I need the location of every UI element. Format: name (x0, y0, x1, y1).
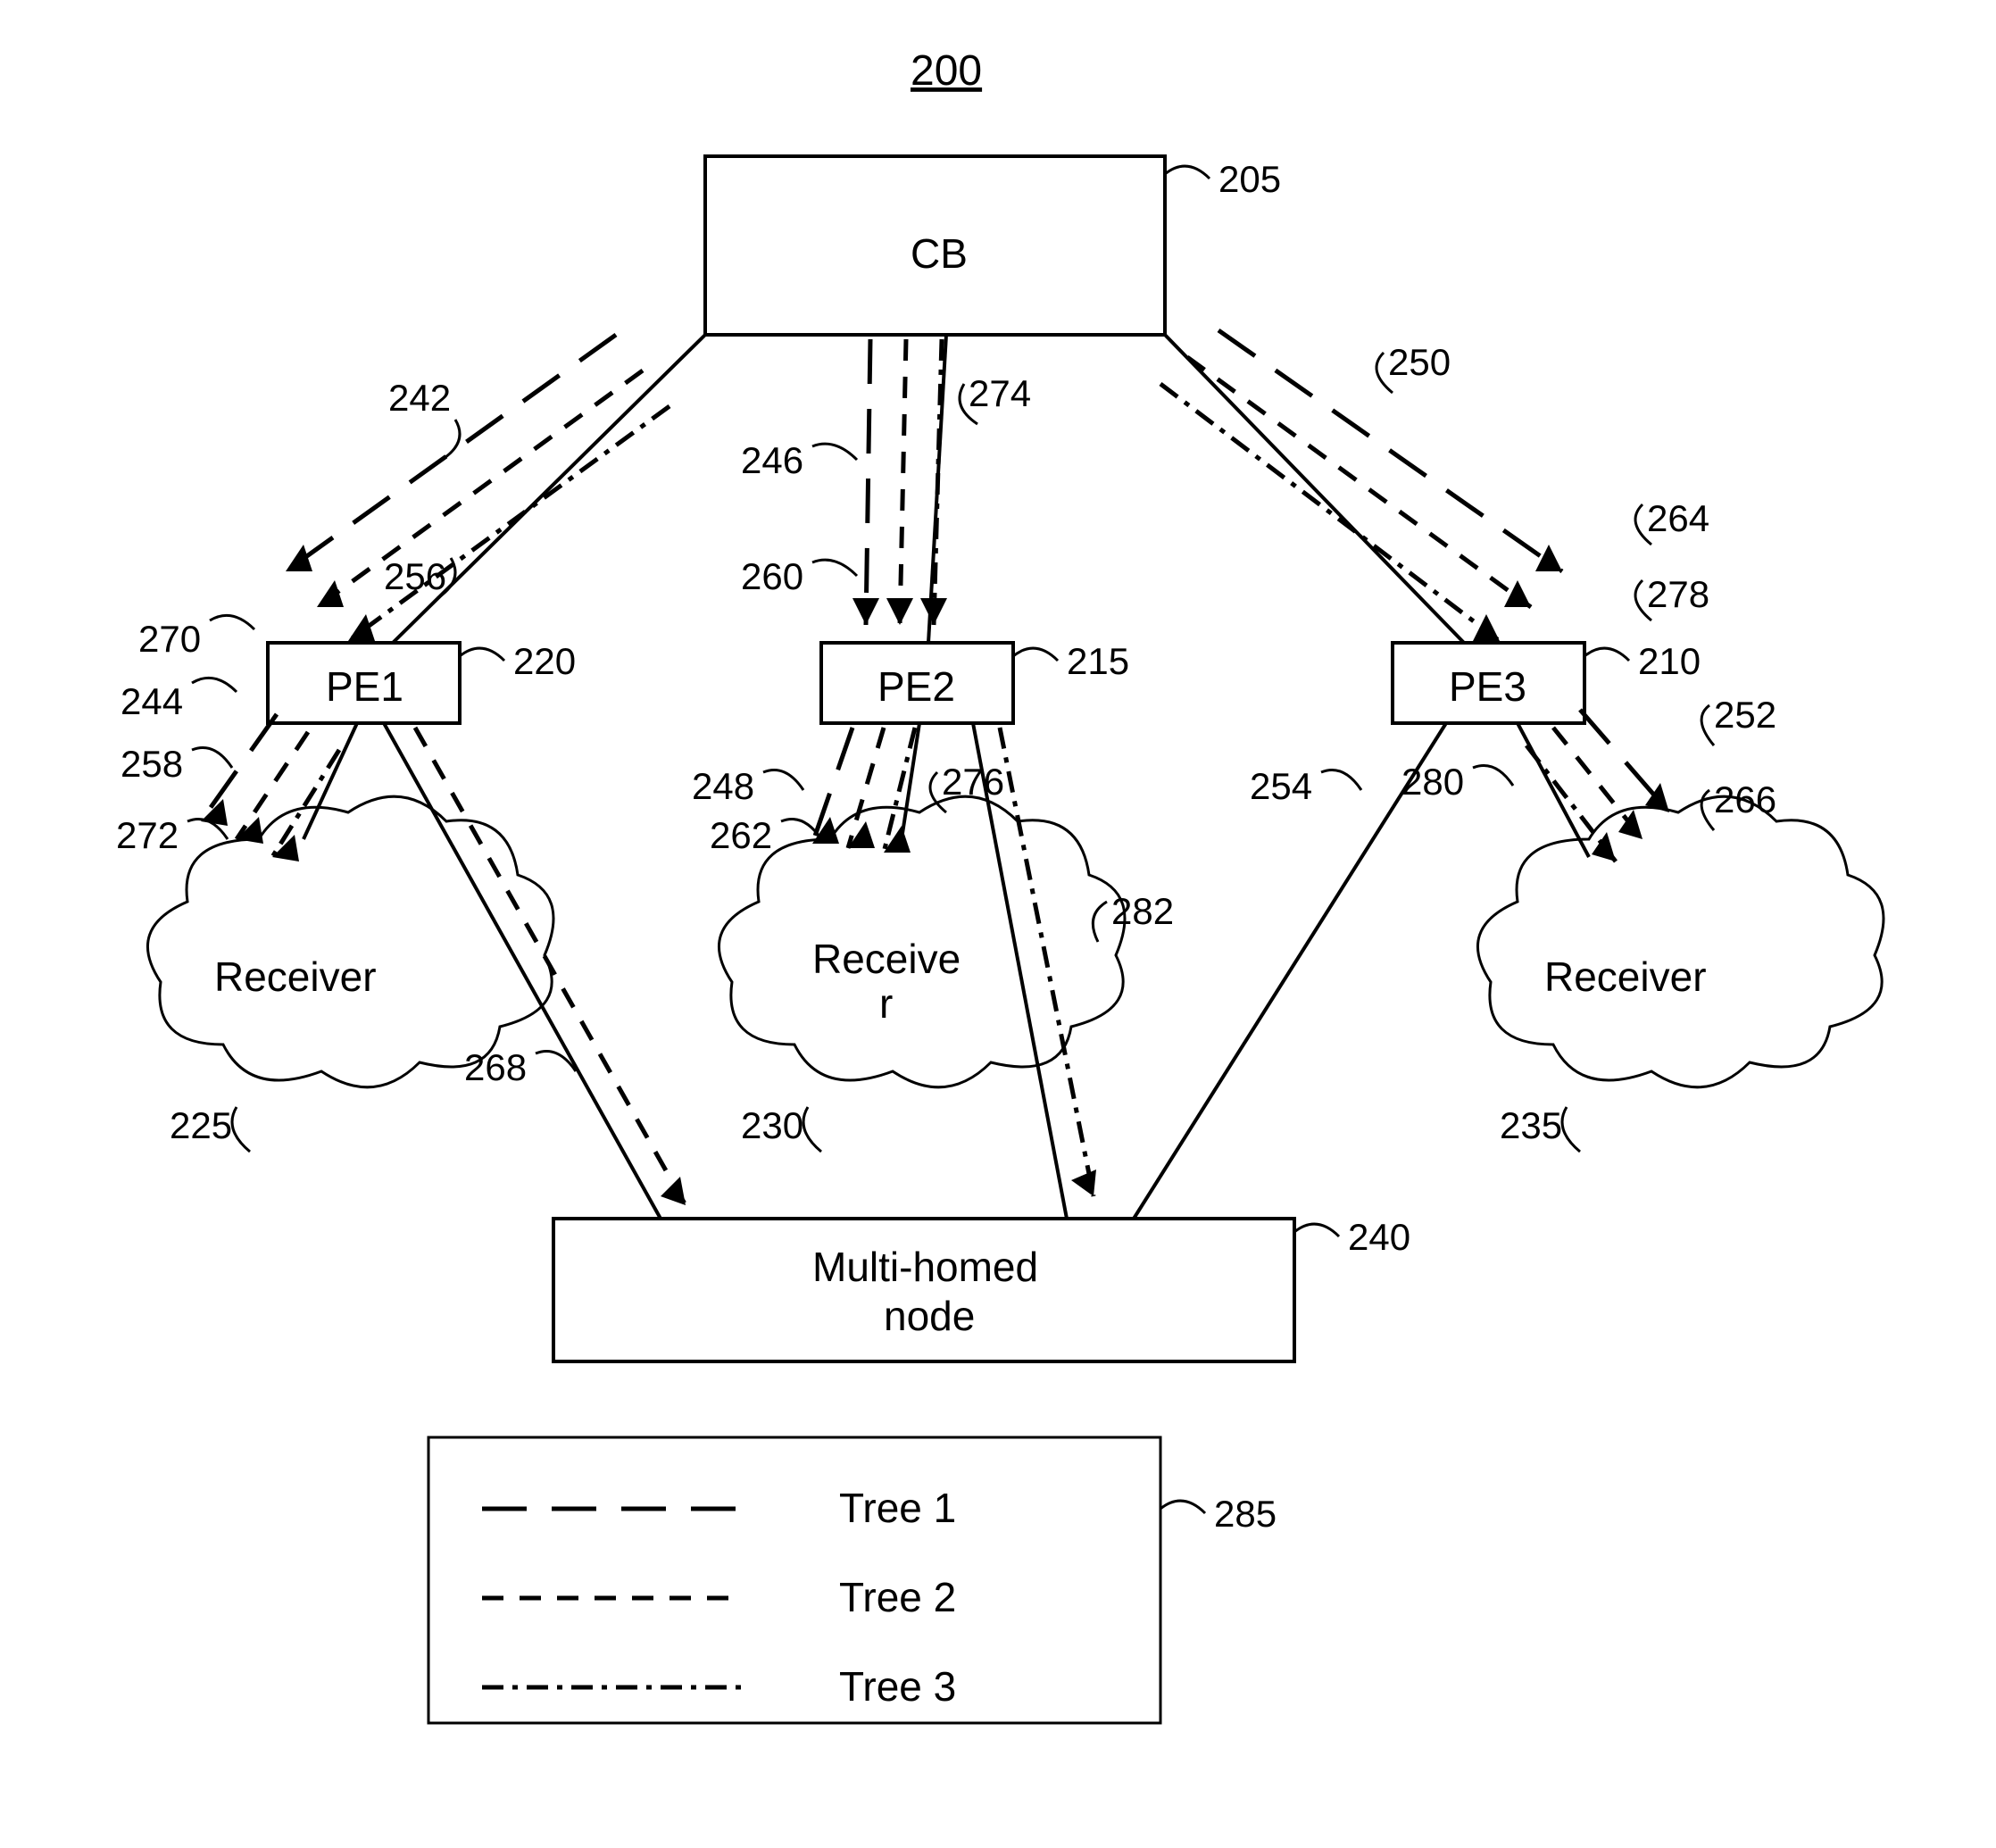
ref-276: 276 (942, 761, 1004, 803)
ref-278: 278 (1647, 573, 1709, 615)
node-pe2-label: PE2 (877, 663, 955, 710)
legend-tree3: Tree 3 (839, 1663, 956, 1710)
node-pe1-label: PE1 (326, 663, 403, 710)
ref-256: 256 (384, 555, 446, 597)
ref-280: 280 (1401, 761, 1464, 803)
ref-262: 262 (710, 814, 772, 856)
leader-252 (1701, 705, 1714, 745)
ref-248: 248 (692, 765, 754, 807)
leader-244 (192, 678, 237, 692)
node-mh-label2: node (884, 1293, 975, 1339)
leader-215 (1013, 648, 1058, 661)
cloud1-label: Receiver (214, 953, 377, 1000)
cloud-receiver-1: Receiver (147, 796, 553, 1087)
ref-225: 225 (170, 1104, 232, 1146)
ref-264: 264 (1647, 497, 1709, 539)
cloud-receiver-3: Receiver (1477, 796, 1884, 1087)
ref-254: 254 (1250, 765, 1312, 807)
ref-272: 272 (116, 814, 179, 856)
ref-235: 235 (1500, 1104, 1562, 1146)
ref-266: 266 (1714, 778, 1776, 820)
leader-210 (1584, 648, 1629, 661)
ref-210: 210 (1638, 640, 1701, 682)
leader-270 (210, 615, 254, 629)
cloud2-label1: Receive (812, 936, 961, 982)
ref-282: 282 (1111, 890, 1174, 932)
ref-258: 258 (121, 743, 183, 785)
node-multihomed (553, 1219, 1294, 1361)
leader-240 (1294, 1224, 1339, 1236)
node-cb-label: CB (911, 230, 968, 277)
cloud2-label2: r (879, 980, 893, 1027)
ref-274: 274 (969, 372, 1031, 414)
leader-260 (812, 560, 857, 576)
ref-242: 242 (388, 377, 451, 419)
ref-240: 240 (1348, 1216, 1410, 1258)
ref-250: 250 (1388, 341, 1451, 383)
leader-246 (812, 444, 857, 460)
leader-248 (763, 770, 803, 791)
ref-220: 220 (513, 640, 576, 682)
legend: Tree 1 Tree 2 Tree 3 (428, 1437, 1160, 1723)
arrows-pe2-cloud2 (812, 728, 915, 853)
ref-246: 246 (741, 439, 803, 481)
legend-tree1: Tree 1 (839, 1485, 956, 1531)
network-diagram: 200 CB 205 PE1 220 PE2 215 PE3 210 Multi… (0, 0, 1996, 1848)
leader-230 (803, 1107, 821, 1152)
cloud3-label: Receiver (1544, 953, 1707, 1000)
arrows-cb-pe2 (852, 339, 947, 625)
ref-270: 270 (138, 618, 201, 660)
leader-205 (1165, 166, 1210, 179)
ref-285: 285 (1214, 1493, 1277, 1535)
leader-225 (232, 1107, 250, 1152)
leader-242 (442, 420, 460, 460)
arrows-cb-pe1 (286, 335, 669, 641)
node-mh-label1: Multi-homed (812, 1244, 1038, 1290)
leader-258 (192, 748, 232, 769)
leader-220 (460, 648, 504, 661)
leader-280 (1473, 766, 1513, 787)
leader-285 (1160, 1501, 1205, 1513)
ref-230: 230 (741, 1104, 803, 1146)
link-pe3-cloud3 (1518, 723, 1589, 857)
ref-244: 244 (121, 680, 183, 722)
ref-268: 268 (464, 1046, 527, 1088)
ref-252: 252 (1714, 694, 1776, 736)
figure-title: 200 (911, 47, 982, 95)
ref-205: 205 (1218, 158, 1281, 200)
leader-254 (1321, 770, 1361, 791)
node-pe3-label: PE3 (1449, 663, 1526, 710)
ref-215: 215 (1067, 640, 1129, 682)
arrows-cb-pe3 (1160, 330, 1562, 641)
leader-235 (1562, 1107, 1580, 1152)
legend-tree2: Tree 2 (839, 1574, 956, 1620)
ref-260: 260 (741, 555, 803, 597)
